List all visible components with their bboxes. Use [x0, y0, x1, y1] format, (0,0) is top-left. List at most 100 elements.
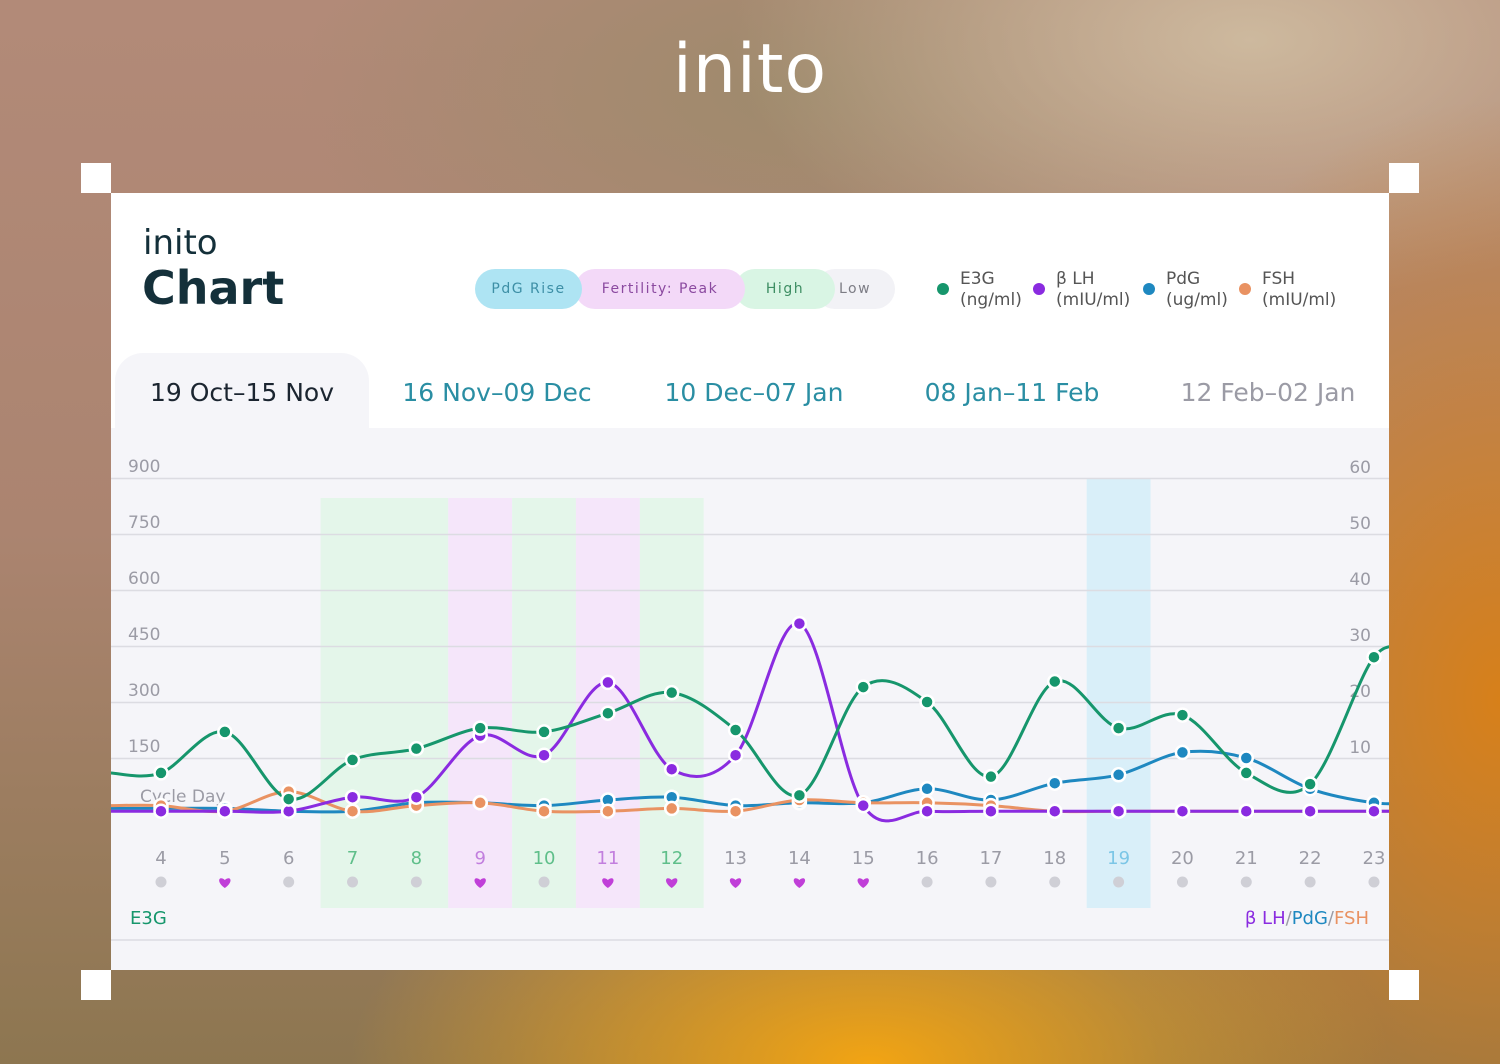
legend-e3g-unit: (ng/ml) — [960, 290, 1022, 310]
point-lh-day-23 — [1366, 803, 1382, 819]
point-e3g-day-4 — [153, 765, 169, 781]
y-right-tick-10: 10 — [1349, 738, 1371, 758]
point-e3g-day-21 — [1238, 765, 1255, 781]
legend-pdg-name: PdG — [1166, 269, 1201, 289]
point-pdg-day-20 — [1174, 744, 1191, 761]
x-tick-day-7: 7 — [347, 848, 358, 869]
point-e3g-day-19 — [1110, 720, 1127, 736]
point-fsh-day-9 — [472, 795, 488, 811]
point-e3g-day-11 — [600, 705, 616, 721]
point-fsh-day-7 — [344, 803, 361, 819]
tab-10-dec-07-jan[interactable]: 10 Dec–07 Jan — [664, 378, 844, 407]
point-lh-day-20 — [1174, 803, 1191, 819]
y-left-axis-label: E3G — [130, 908, 167, 929]
legend-e3g-name: E3G — [960, 269, 995, 289]
tab-19-oct-15-nov[interactable]: 19 Oct–15 Nov — [115, 353, 369, 428]
y-right-tick-30: 30 — [1349, 626, 1371, 646]
day-dot-day-8 — [410, 876, 422, 888]
point-lh-day-14 — [791, 615, 808, 632]
point-fsh-day-10 — [536, 803, 552, 819]
brand-logo: inito — [672, 30, 828, 109]
x-tick-day-19: 19 — [1107, 848, 1130, 869]
card-title: Chart — [142, 261, 285, 315]
chart-card: inito Chart Low High Fertility: Peak PdG… — [111, 193, 1389, 970]
day-dot-day-16 — [921, 876, 933, 888]
point-e3g-day-14 — [791, 787, 808, 804]
x-tick-day-12: 12 — [660, 848, 683, 869]
crop-handle-bottom-left[interactable] — [81, 970, 111, 1000]
point-lh-day-16 — [919, 803, 935, 819]
x-tick-day-18: 18 — [1043, 848, 1066, 869]
day-dot-day-22 — [1304, 876, 1316, 888]
point-pdg-day-21 — [1238, 750, 1255, 766]
hormone-chart: 150 300 450 600 750 900 10 20 30 40 50 60 E3G β LH/Pd… — [111, 457, 1389, 941]
x-tick-day-4: 4 — [155, 848, 166, 869]
x-tick-day-5: 5 — [219, 848, 230, 869]
legend-fsh-name: FSH — [1262, 269, 1296, 289]
point-e3g-day-23 — [1366, 649, 1382, 665]
tab-08-jan-11-feb[interactable]: 08 Jan–11 Feb — [924, 378, 1100, 407]
point-lh-day-11 — [600, 674, 616, 691]
series-line-lh — [111, 622, 1389, 823]
legend-pdg-unit: (ug/ml) — [1166, 290, 1228, 310]
legend-fsh-unit: (mIU/ml) — [1262, 290, 1337, 310]
card-logo: inito — [143, 223, 218, 263]
y-left-tick-150: 150 — [128, 737, 160, 757]
series-line-pdg — [111, 749, 1389, 814]
point-lh-day-7 — [344, 789, 361, 805]
legend-dot-e3g — [937, 283, 949, 295]
point-fsh-day-11 — [600, 803, 616, 819]
crop-handle-top-left[interactable] — [81, 163, 111, 193]
legend-lh-name: β LH — [1056, 269, 1095, 289]
y-left-tick-600: 600 — [128, 569, 160, 589]
point-lh-day-5 — [217, 803, 233, 819]
point-fsh-day-13 — [727, 803, 744, 819]
heart-icon-day-12 — [666, 878, 678, 888]
x-tick-day-9: 9 — [474, 848, 485, 869]
y-left-tick-900: 900 — [128, 457, 160, 477]
y-left-tick-450: 450 — [128, 625, 160, 645]
point-pdg-day-16 — [919, 781, 935, 797]
point-e3g-day-5 — [217, 724, 233, 740]
x-tick-day-20: 20 — [1171, 848, 1194, 869]
x-tick-day-15: 15 — [852, 848, 875, 869]
point-lh-day-22 — [1302, 803, 1318, 819]
point-lh-day-18 — [1047, 803, 1063, 819]
point-lh-day-21 — [1238, 803, 1255, 819]
crop-handle-bottom-right[interactable] — [1389, 970, 1419, 1000]
x-tick-day-10: 10 — [533, 848, 556, 869]
point-lh-day-17 — [983, 803, 999, 819]
x-tick-day-16: 16 — [916, 848, 939, 869]
day-dot-day-18 — [1049, 876, 1061, 888]
point-e3g-day-15 — [855, 679, 871, 695]
point-e3g-day-8 — [408, 740, 425, 757]
day-dot-day-23 — [1368, 876, 1380, 888]
point-e3g-day-6 — [280, 791, 297, 807]
x-tick-day-11: 11 — [596, 848, 619, 869]
point-e3g-day-20 — [1174, 707, 1191, 723]
point-lh-day-19 — [1110, 803, 1127, 819]
tab-16-nov-09-dec[interactable]: 16 Nov–09 Dec — [402, 378, 592, 407]
point-lh-day-13 — [727, 747, 744, 763]
heart-icon-day-14 — [793, 878, 806, 888]
day-dot-day-6 — [283, 876, 295, 888]
day-dot-day-20 — [1176, 876, 1188, 888]
x-tick-day-23: 23 — [1363, 848, 1386, 869]
point-lh-day-8 — [408, 789, 425, 805]
point-e3g-day-12 — [663, 684, 680, 701]
point-e3g-day-17 — [983, 768, 999, 785]
day-dot-day-7 — [347, 876, 359, 888]
point-e3g-day-9 — [472, 720, 488, 736]
tab-12-feb-02-jan[interactable]: 12 Feb–02 Jan — [1180, 378, 1356, 407]
x-tick-day-21: 21 — [1235, 848, 1258, 869]
point-fsh-day-12 — [663, 800, 680, 817]
point-lh-day-4 — [153, 803, 169, 819]
crop-handle-top-right[interactable] — [1389, 163, 1419, 193]
phase-pdg-rise: PdG Rise — [475, 269, 582, 309]
highlight-band-day-19 — [1086, 478, 1151, 908]
point-e3g-day-7 — [344, 752, 361, 768]
point-e3g-day-13 — [727, 722, 744, 738]
heart-icon-day-11 — [602, 878, 614, 888]
y-right-tick-40: 40 — [1349, 570, 1371, 590]
point-pdg-day-18 — [1047, 775, 1063, 791]
